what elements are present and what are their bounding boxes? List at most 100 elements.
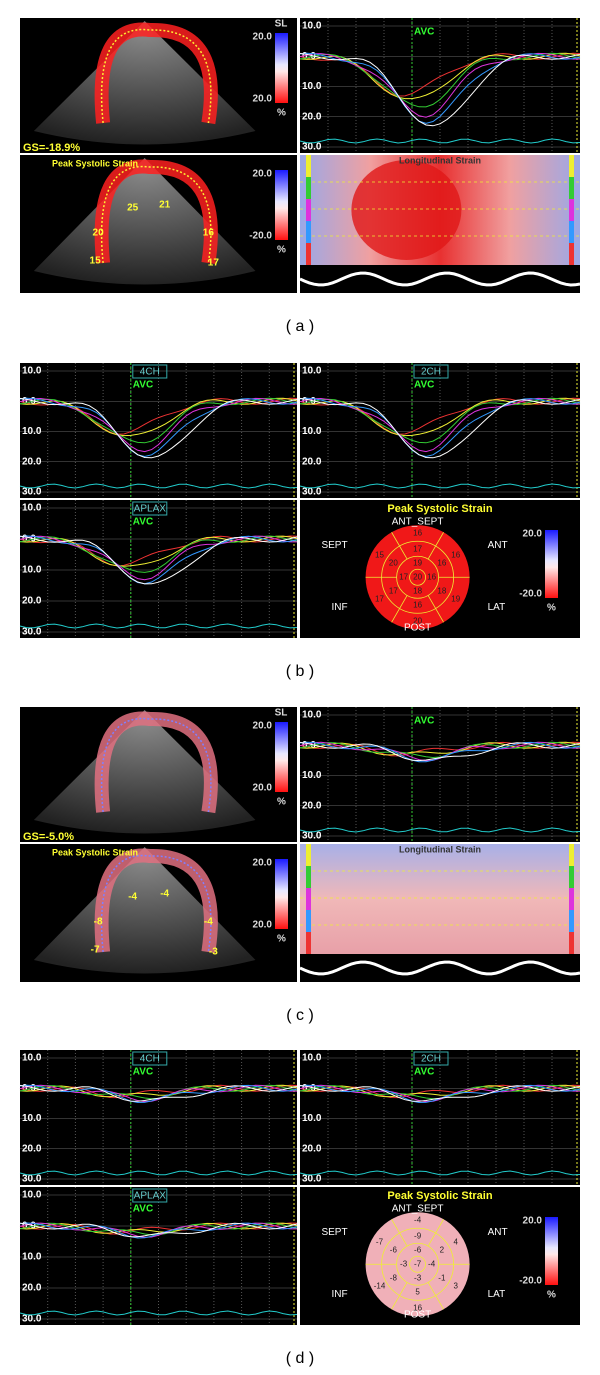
panel-label: ( c ) — [286, 1007, 314, 1024]
bullseye-spoke — [427, 1282, 444, 1310]
plot-title: 4CH — [140, 367, 160, 378]
scale-unit: % — [277, 934, 286, 945]
segment-value: 19 — [413, 558, 422, 567]
ecg-trace — [299, 271, 581, 287]
scale-top: 20.0 — [253, 169, 273, 180]
segment-value: 17 — [375, 594, 384, 603]
scale-top: 20.0 — [523, 529, 543, 540]
y-tick-label: 0.0 — [22, 534, 36, 545]
ecg-trace — [299, 138, 581, 144]
y-tick-label: 10.0 — [302, 81, 322, 92]
y-tick-label: 10.0 — [302, 426, 322, 437]
segment-value: 15 — [90, 256, 102, 267]
bullseye-disc — [365, 525, 470, 630]
strain-curve — [299, 741, 581, 762]
plot-title: 2CH — [421, 367, 441, 378]
y-tick-label: 10.0 — [22, 426, 42, 437]
strain-curve — [299, 397, 581, 437]
plot-background — [300, 363, 580, 498]
color-bar — [275, 722, 288, 792]
y-tick-label: 30.0 — [302, 1174, 322, 1185]
y-tick-label: 20.0 — [22, 1283, 42, 1294]
bullseye-spoke — [391, 1219, 408, 1247]
panel-label: ( b ) — [286, 663, 314, 680]
y-tick-label: 20.0 — [22, 1143, 42, 1154]
segment-stripe — [569, 888, 574, 910]
plot-title-box — [132, 1051, 168, 1066]
scale-unit: % — [277, 797, 286, 808]
y-tick-label: 10.0 — [302, 770, 322, 781]
segment-value: -4 — [160, 889, 169, 900]
segment-stripe — [569, 932, 574, 954]
segment-value: -8 — [390, 1273, 398, 1282]
direction-label: ANT — [488, 1227, 508, 1238]
segment-value: 17 — [399, 572, 408, 581]
scale-bottom: 20.0 — [253, 94, 273, 105]
direction-label: SEPT — [321, 1227, 347, 1238]
plot-background — [300, 1050, 580, 1185]
bullseye-spoke — [427, 1219, 444, 1247]
direction-label: POST — [404, 623, 431, 634]
segment-stripe — [306, 888, 311, 910]
segment-value: 16 — [203, 228, 215, 239]
y-tick-label: 20.0 — [22, 456, 42, 467]
segment-value: 20 — [413, 616, 422, 625]
y-tick-label: 0.0 — [302, 396, 316, 407]
y-tick-label: 10.0 — [22, 1053, 42, 1064]
plot-title-box — [413, 364, 449, 379]
echo-fan — [33, 158, 256, 285]
ecg-trace — [19, 1170, 298, 1176]
scale-top: 20.0 — [253, 32, 273, 43]
ecg-trace — [19, 483, 298, 489]
marker-label: AVC — [414, 27, 434, 38]
segment-value: -4 — [414, 1215, 422, 1224]
segment-value: 25 — [127, 203, 139, 214]
segment-value: -1 — [438, 1273, 446, 1282]
panel-label: ( d ) — [286, 1350, 314, 1367]
scale-bottom: 20.0 — [253, 783, 273, 794]
strain-curve — [299, 52, 581, 124]
y-tick-label: 20.0 — [302, 111, 322, 122]
direction-label: POST — [404, 1310, 431, 1321]
direction-label: ANT — [488, 540, 508, 551]
peak-title: Peak Systolic Strain — [52, 158, 138, 168]
segment-stripe — [569, 243, 574, 265]
strain-curve — [299, 1084, 581, 1102]
segment-stripe — [569, 910, 574, 932]
marker-label: AVC — [133, 517, 153, 528]
plot-background — [300, 18, 580, 153]
endocardial-border — [100, 854, 212, 953]
segment-value: 18 — [437, 586, 446, 595]
y-tick-label: 10.0 — [302, 1113, 322, 1124]
plot-title-box — [132, 501, 168, 516]
segment-value: 3 — [453, 1281, 458, 1290]
color-bar — [275, 170, 288, 240]
segment-value: 20 — [93, 228, 105, 239]
bullseye-title: Peak Systolic Strain — [387, 503, 492, 515]
marker-label: AVC — [414, 380, 434, 391]
direction-label: SEPT — [321, 540, 347, 551]
plot-background — [20, 1050, 297, 1185]
ecg-strip — [300, 265, 580, 293]
segment-value: 16 — [413, 528, 422, 537]
global-strain: GS=-5.0% — [23, 831, 74, 843]
segment-value: 20 — [413, 572, 422, 581]
bullseye-disc — [365, 1212, 470, 1317]
endocardial-border — [100, 28, 212, 124]
segment-stripe — [306, 155, 311, 177]
color-bar — [545, 1217, 558, 1285]
segment-value: -3 — [400, 1259, 408, 1268]
plot-title: APLAX — [134, 1191, 167, 1202]
plot-background — [300, 707, 580, 842]
segment-value: -4 — [128, 892, 137, 903]
strain-curve — [19, 1222, 298, 1234]
segment-value: 4 — [453, 1237, 458, 1246]
y-tick-label: 0.0 — [302, 740, 316, 751]
marker-label: AVC — [414, 716, 434, 727]
segment-stripe — [306, 199, 311, 221]
strain-curve — [299, 397, 581, 458]
y-tick-label: 20.0 — [302, 1143, 322, 1154]
segment-stripe — [306, 221, 311, 243]
bullseye-spoke — [391, 1282, 408, 1310]
y-tick-label: 30.0 — [302, 142, 322, 153]
